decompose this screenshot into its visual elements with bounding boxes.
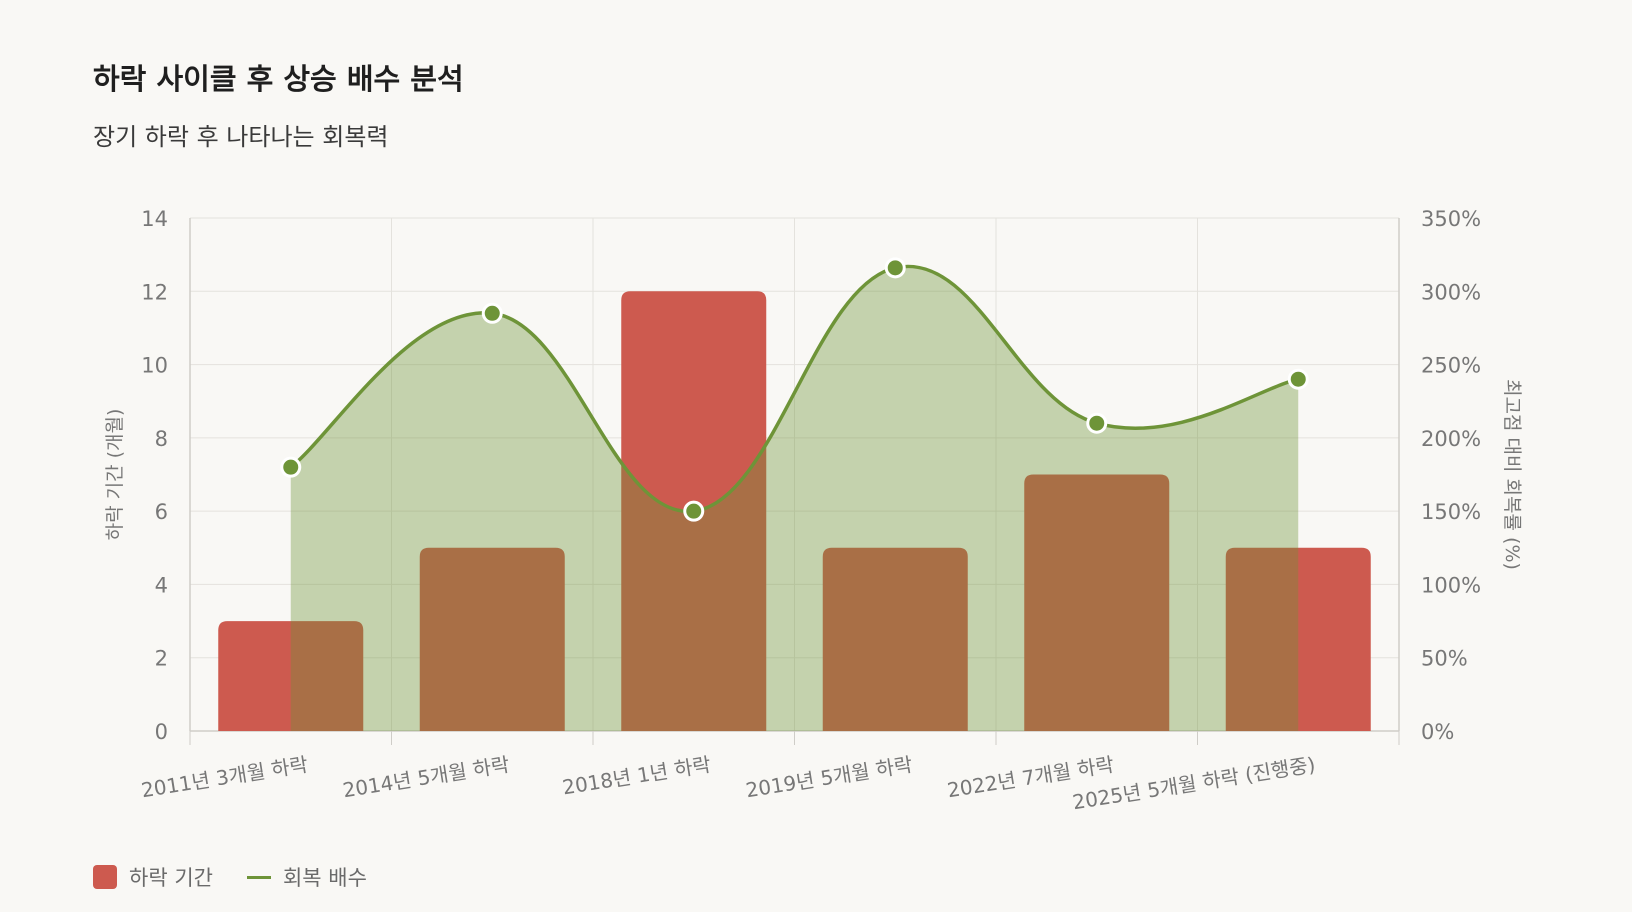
x-tick-label: 2018년 1년 하락 (561, 752, 713, 799)
legend-item-bars[interactable]: 하락 기간 (93, 862, 213, 892)
y-tick-label: 2 (155, 647, 168, 671)
y2-tick-label: 350% (1421, 207, 1481, 231)
data-point (683, 500, 705, 522)
chart-subtitle: 장기 하락 후 나타나는 회복력 (93, 123, 389, 151)
data-point (884, 257, 906, 279)
y2-tick-label: 100% (1421, 573, 1481, 597)
legend-swatch-bar (93, 865, 117, 889)
x-tick-label: 2014년 5개월 하락 (341, 752, 511, 802)
y-axis-title: 하락 기간 (개월) (104, 409, 126, 541)
legend-label-bars: 하락 기간 (129, 866, 213, 890)
bar (1225, 547, 1371, 731)
y2-tick-label: 0% (1421, 720, 1454, 744)
y2-tick-label: 300% (1421, 280, 1481, 304)
x-tick-label: 2011년 3개월 하락 (140, 752, 310, 802)
legend-item-line[interactable]: 회복 배수 (246, 862, 367, 892)
data-point (280, 456, 302, 478)
y-tick-label: 0 (155, 720, 168, 744)
y-tick-label: 10 (141, 354, 168, 378)
bar (822, 547, 968, 731)
y2-tick-label: 50% (1421, 647, 1468, 671)
chart-legend: 하락 기간 회복 배수 (93, 862, 367, 892)
data-point (1287, 368, 1309, 390)
y2-axis-title: 최고점 대비 회복률 (%) (1501, 379, 1523, 570)
y2-tick-label: 200% (1421, 427, 1481, 451)
y2-tick-label: 250% (1421, 354, 1481, 378)
y-tick-label: 12 (141, 280, 168, 304)
data-point (481, 302, 503, 324)
y2-tick-label: 150% (1421, 500, 1481, 524)
x-tick-label: 2019년 5개월 하락 (744, 752, 914, 802)
y-tick-label: 6 (155, 500, 168, 524)
y-tick-label: 4 (155, 573, 168, 597)
y-tick-label: 14 (141, 207, 168, 231)
chart-title: 하락 사이클 후 상승 배수 분석 (93, 62, 464, 96)
bar (218, 621, 364, 731)
legend-swatch-line (246, 875, 271, 879)
legend-label-line: 회복 배수 (282, 866, 367, 890)
y-tick-label: 8 (155, 427, 168, 451)
data-point (1086, 412, 1108, 434)
area-fill (290, 266, 1299, 731)
bar (1024, 474, 1170, 731)
bar (419, 547, 565, 731)
